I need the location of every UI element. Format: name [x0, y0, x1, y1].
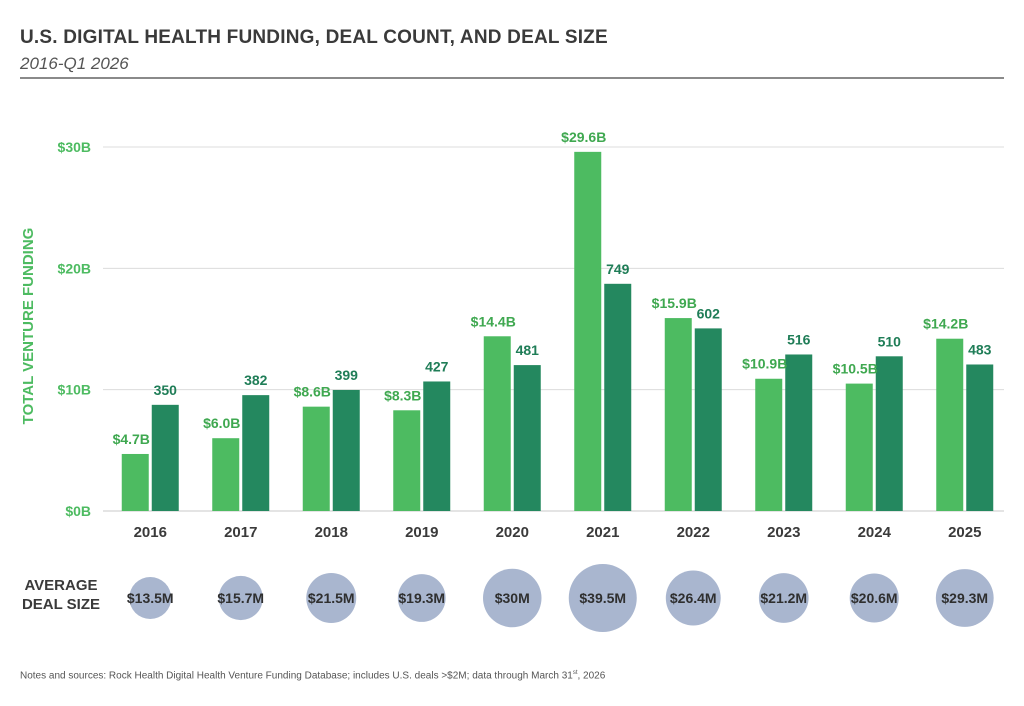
deal-count-bar-2024 — [875, 356, 903, 511]
funding-label-2021: $29.6B — [561, 129, 606, 145]
deal-size-bubble-2024 — [849, 573, 899, 623]
deal-count-label-2020: 481 — [516, 342, 540, 358]
funding-label-2020: $14.4B — [471, 313, 516, 329]
x-tick-label-2018: 2018 — [315, 524, 348, 541]
chart-subtitle: 2016-Q1 2026 — [20, 54, 129, 73]
deal-count-label-2018: 399 — [335, 367, 359, 383]
deal-count-label-2021: 749 — [606, 261, 630, 277]
x-tick-label-2023: 2023 — [767, 524, 800, 541]
x-tick-label-2020: 2020 — [496, 524, 529, 541]
bars — [121, 151, 994, 511]
deal-count-label-2022: 602 — [697, 305, 721, 321]
funding-bar-2017 — [212, 438, 240, 511]
x-tick-label-2016: 2016 — [134, 524, 167, 541]
notes-text: Notes and sources: Rock Health Digital H… — [20, 670, 573, 682]
deal-count-bar-2016 — [151, 404, 179, 511]
title-divider — [20, 77, 1004, 79]
funding-label-2024: $10.5B — [833, 361, 878, 377]
funding-bar-2020 — [483, 336, 511, 511]
funding-label-2018: $8.6B — [294, 384, 331, 400]
average-deal-size-bubbles: $13.5M $15.7M $21.5M $19.3M $30M $39.5M $26.4M… — [127, 564, 994, 632]
funding-bar-2025 — [936, 338, 964, 511]
deal-size-bubble-2022 — [665, 570, 721, 626]
deal-count-label-2016: 350 — [154, 382, 178, 398]
funding-bar-2023 — [755, 378, 783, 511]
funding-label-2016: $4.7B — [113, 431, 150, 447]
funding-label-2017: $6.0B — [203, 415, 240, 431]
y-tick-label: $30B — [58, 139, 91, 155]
notes-and-sources: Notes and sources: Rock Health Digital H… — [20, 670, 605, 681]
funding-bar-2016 — [121, 453, 149, 511]
deal-size-bubble-2018 — [306, 573, 357, 623]
funding-bar-2022 — [664, 318, 692, 511]
funding-label-2025: $14.2B — [923, 316, 968, 332]
funding-bar-2021 — [574, 151, 602, 511]
funding-label-2022: $15.9B — [652, 295, 697, 311]
deal-size-label-2018: $21.5M — [308, 590, 355, 606]
deal-size-label-2023: $21.2M — [760, 590, 807, 606]
data-labels: $4.7B350$6.0B382$8.6B399$8.3B427$14.4B48… — [113, 129, 992, 447]
deal-count-bar-2018 — [332, 389, 360, 511]
deal-count-bar-2017 — [242, 395, 270, 511]
deal-size-bubble-2017 — [218, 575, 263, 621]
funding-bar-2024 — [845, 383, 873, 511]
funding-label-2023: $10.9B — [742, 356, 787, 372]
x-axis-ticks: 2016 2017 2018 2019 2020 2021 2022 2023 2024 2025 — [134, 524, 982, 541]
x-tick-label-2021: 2021 — [586, 524, 619, 541]
deal-size-bubble-2023 — [758, 573, 809, 623]
funding-bar-2019 — [393, 410, 421, 511]
deal-size-bubble-2019 — [397, 574, 446, 622]
notes-superscript: st — [572, 670, 578, 676]
y-tick-label: $0B — [65, 503, 91, 519]
notes-suffix: , 2026 — [577, 670, 606, 682]
deal-count-bar-2023 — [785, 354, 813, 511]
deal-count-label-2023: 516 — [787, 331, 811, 347]
x-tick-label-2022: 2022 — [677, 524, 710, 541]
deal-size-label-2021: $39.5M — [579, 590, 626, 606]
deal-size-bubble-2025 — [935, 569, 994, 627]
deal-count-bar-2021 — [604, 283, 632, 511]
deal-size-bubble-2021 — [568, 564, 637, 632]
deal-count-bar-2022 — [694, 328, 722, 511]
deal-size-bubble-2016 — [129, 577, 172, 619]
deal-count-label-2024: 510 — [878, 333, 902, 349]
x-tick-label-2025: 2025 — [948, 524, 981, 541]
deal-count-label-2017: 382 — [244, 372, 268, 388]
funding-chart: $0B $10B $20B $30B TOTAL VENTURE FUNDING $4… — [20, 129, 1004, 632]
deal-size-bubble-2020 — [483, 568, 542, 628]
deal-count-bar-2025 — [966, 364, 994, 511]
deal-count-bar-2019 — [423, 381, 451, 511]
average-deal-size-label: AVERAGE DEAL SIZE — [21, 577, 101, 613]
deal-size-label-2022: $26.4M — [670, 590, 717, 606]
funding-bar-2018 — [302, 406, 330, 511]
chart-title: U.S. DIGITAL HEALTH FUNDING, DEAL COUNT,… — [20, 27, 608, 48]
deal-size-label-2024: $20.6M — [851, 590, 898, 606]
deal-size-label-2016: $13.5M — [127, 590, 174, 606]
y-tick-label: $20B — [58, 260, 91, 276]
deal-size-label-2017: $15.7M — [217, 590, 264, 606]
deal-count-bar-2020 — [513, 365, 541, 511]
y-tick-label: $10B — [58, 382, 91, 398]
x-tick-label-2024: 2024 — [858, 524, 892, 541]
deal-size-label-2020: $30M — [495, 590, 530, 606]
deal-size-label-2025: $29.3M — [941, 590, 988, 606]
deal-count-label-2019: 427 — [425, 358, 449, 374]
x-tick-label-2017: 2017 — [224, 524, 257, 541]
deal-size-label-2019: $19.3M — [398, 590, 445, 606]
y-axis-ticks: $0B $10B $20B $30B — [58, 139, 91, 519]
x-tick-label-2019: 2019 — [405, 524, 438, 541]
y-axis-label: TOTAL VENTURE FUNDING — [20, 228, 37, 425]
deal-count-label-2025: 483 — [968, 341, 992, 357]
funding-label-2019: $8.3B — [384, 387, 421, 403]
